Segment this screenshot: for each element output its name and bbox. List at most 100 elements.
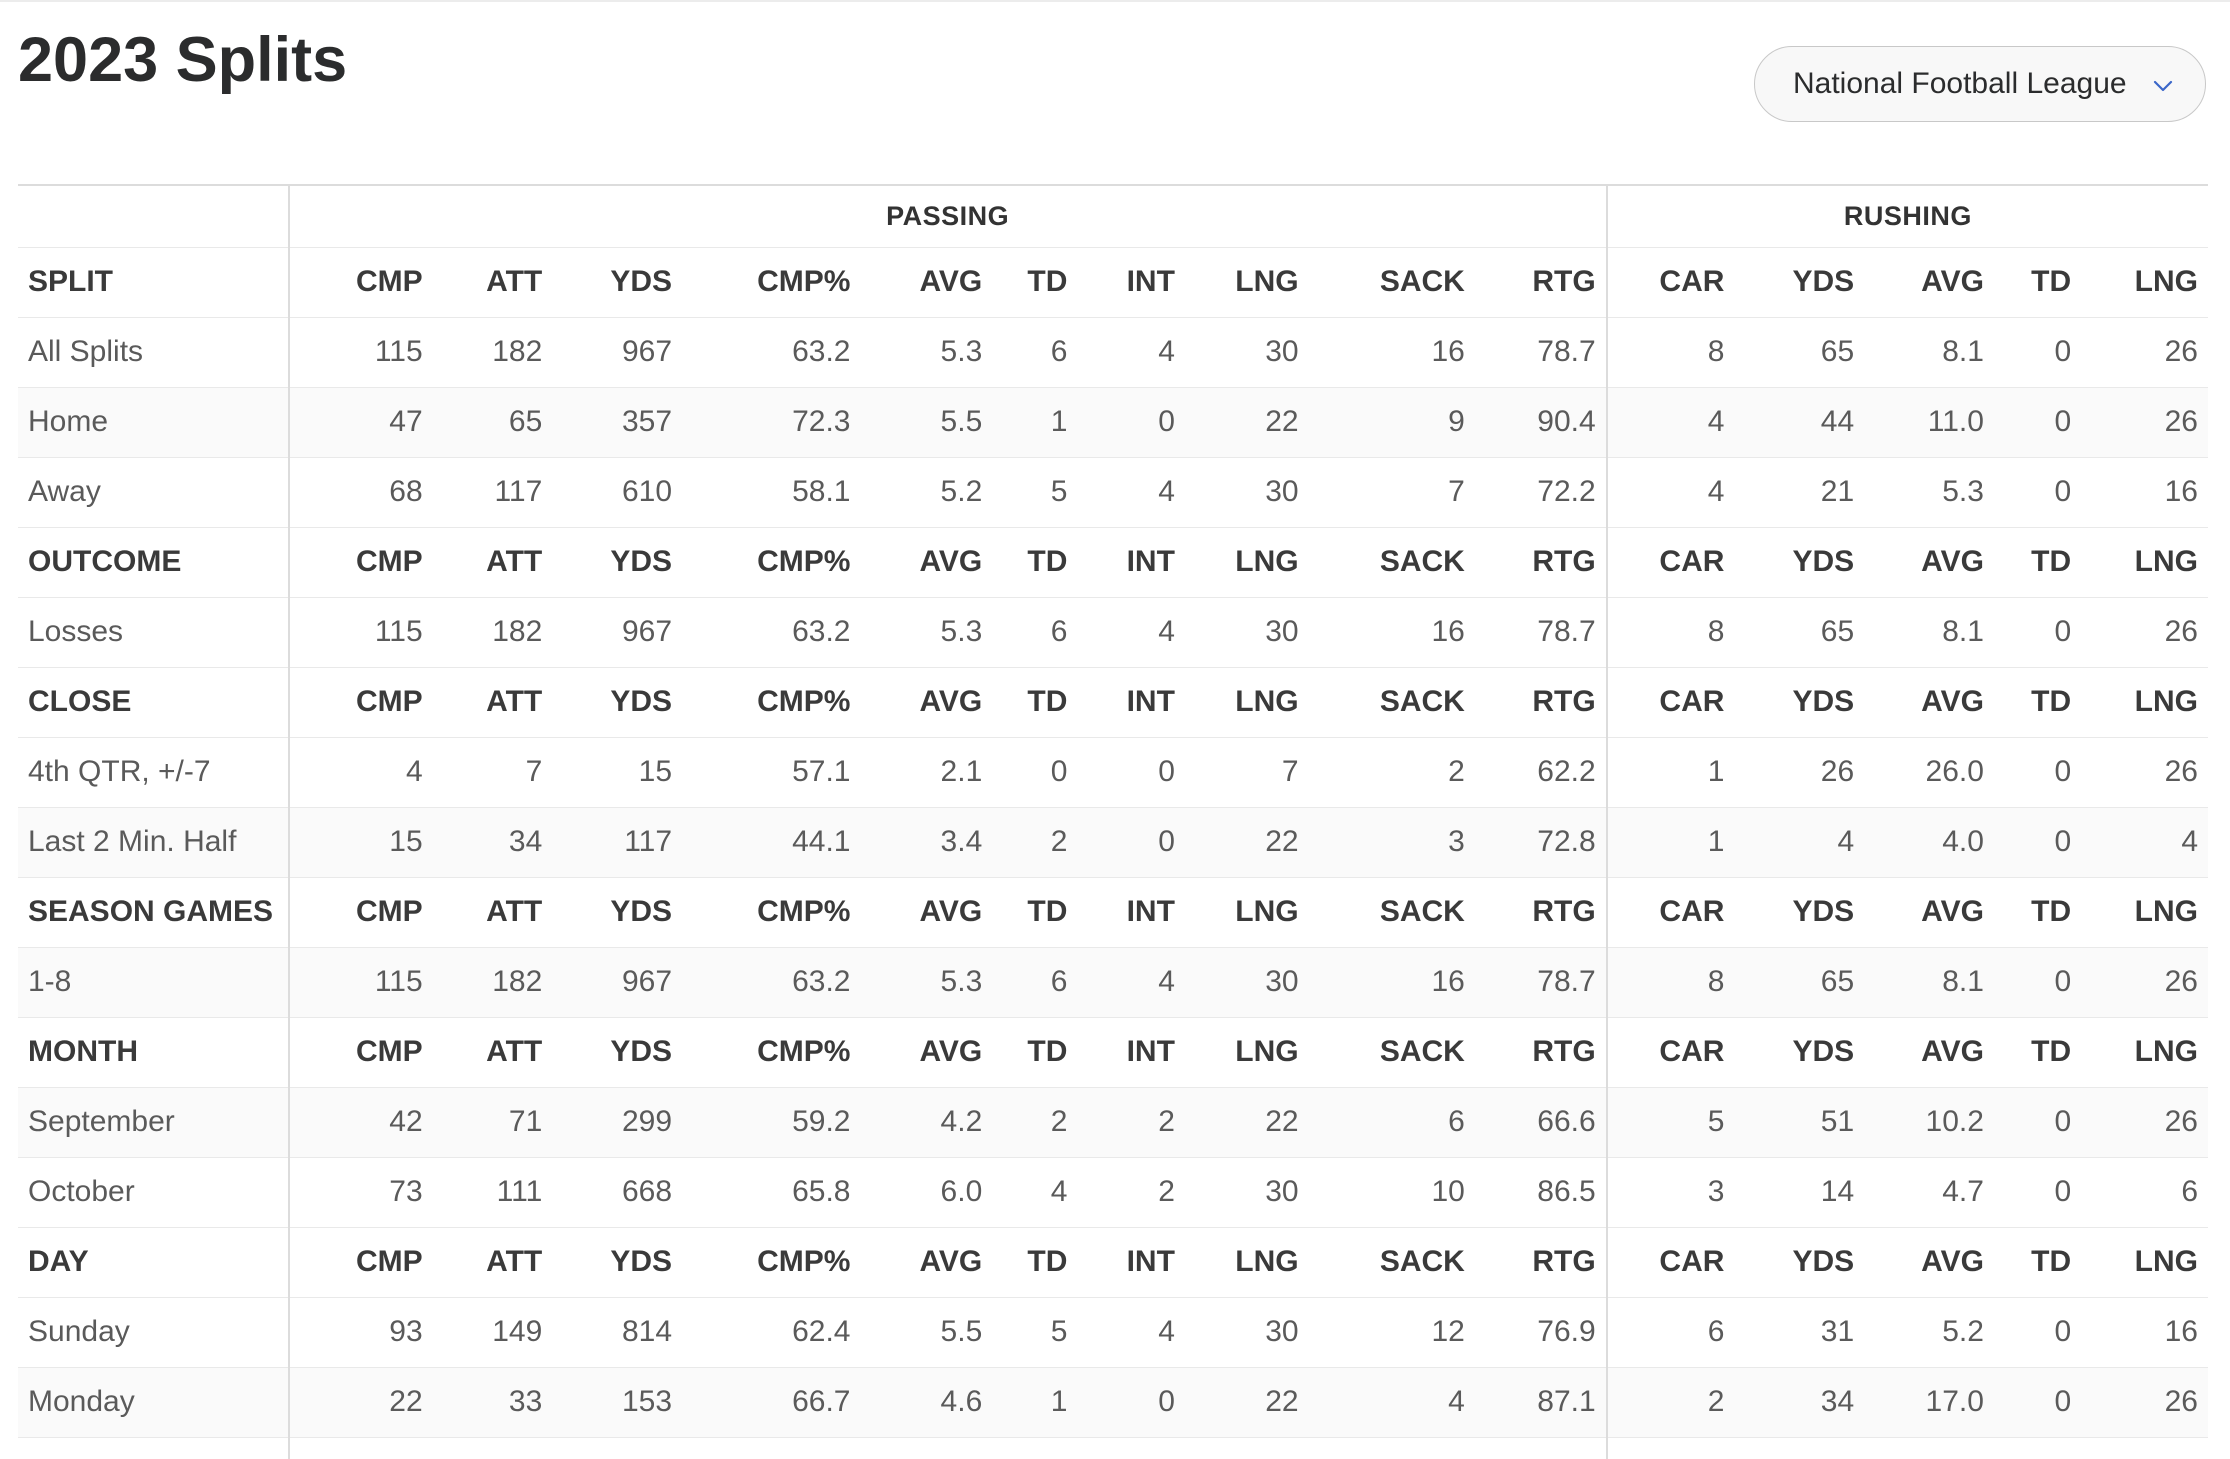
column-header-att[interactable]: ATT	[432, 1227, 553, 1298]
column-header-sack[interactable]: SACK	[1308, 877, 1475, 948]
column-header-rtg[interactable]: RTG	[1474, 877, 1608, 948]
column-header-cmp[interactable]: CMP	[288, 1017, 433, 1088]
column-header-rush-lng[interactable]: LNG	[2081, 527, 2208, 598]
column-header-cmp-pct[interactable]: CMP%	[682, 1227, 861, 1298]
column-header-rush-td[interactable]: TD	[1993, 667, 2082, 738]
column-header-lng[interactable]: LNG	[1184, 1227, 1309, 1298]
column-header-lng[interactable]: LNG	[1184, 1017, 1309, 1088]
column-header-avg[interactable]: AVG	[860, 667, 993, 738]
column-header-rush-avg[interactable]: AVG	[1864, 667, 1994, 738]
cell-cmp-pct: 44.1	[682, 807, 861, 878]
column-header-cmp-pct[interactable]: CMP%	[682, 1017, 861, 1088]
column-header-rush-lng[interactable]: LNG	[2081, 877, 2208, 948]
cell-rush-td: 0	[1993, 1087, 2082, 1158]
column-header-yds[interactable]: YDS	[552, 247, 683, 318]
cell-rush-td: 0	[1993, 317, 2082, 388]
column-header-cmp[interactable]: CMP	[288, 877, 433, 948]
column-header-rush-yds[interactable]: YDS	[1734, 1227, 1865, 1298]
column-header-sack[interactable]: SACK	[1308, 1227, 1475, 1298]
cell-rush-avg: 8.1	[1864, 947, 1994, 1018]
column-header-att[interactable]: ATT	[432, 527, 553, 598]
column-header-car[interactable]: CAR	[1606, 1227, 1735, 1298]
column-header-cmp-pct[interactable]: CMP%	[682, 667, 861, 738]
column-header-cmp[interactable]: CMP	[288, 1227, 433, 1298]
column-header-rush-td[interactable]: TD	[1993, 247, 2082, 318]
column-header-rtg[interactable]: RTG	[1474, 667, 1608, 738]
column-header-yds[interactable]: YDS	[552, 667, 683, 738]
column-header-cmp-pct[interactable]: CMP%	[682, 247, 861, 318]
cell-td: 5	[992, 1297, 1078, 1368]
column-header-avg[interactable]: AVG	[860, 1227, 993, 1298]
column-header-rush-td[interactable]: TD	[1993, 877, 2082, 948]
column-header-lng[interactable]: LNG	[1184, 527, 1309, 598]
column-header-rush-yds[interactable]: YDS	[1734, 247, 1865, 318]
column-header-lng[interactable]: LNG	[1184, 877, 1309, 948]
column-header-rtg[interactable]: RTG	[1474, 527, 1608, 598]
column-header-rush-avg[interactable]: AVG	[1864, 877, 1994, 948]
column-header-att[interactable]: ATT	[432, 667, 553, 738]
column-header-rtg[interactable]: RTG	[1474, 1227, 1608, 1298]
column-header-car[interactable]: CAR	[1606, 527, 1735, 598]
column-header-rush-avg[interactable]: AVG	[1864, 1227, 1994, 1298]
column-header-td[interactable]: TD	[992, 527, 1078, 598]
column-header-att[interactable]: ATT	[432, 247, 553, 318]
column-header-int[interactable]: INT	[1077, 1017, 1185, 1088]
column-header-cmp[interactable]: CMP	[288, 527, 433, 598]
column-header-rush-yds[interactable]: YDS	[1734, 1017, 1865, 1088]
column-header-td[interactable]: TD	[992, 667, 1078, 738]
column-header-lng[interactable]: LNG	[1184, 667, 1309, 738]
column-header-int[interactable]: INT	[1077, 247, 1185, 318]
column-header-int[interactable]: INT	[1077, 1227, 1185, 1298]
column-header-rush-avg[interactable]: AVG	[1864, 247, 1994, 318]
column-header-rush-avg[interactable]: AVG	[1864, 1017, 1994, 1088]
column-header-car[interactable]: CAR	[1606, 1017, 1735, 1088]
column-header-cmp-pct[interactable]: CMP%	[682, 877, 861, 948]
column-header-rush-td[interactable]: TD	[1993, 527, 2082, 598]
column-header-yds[interactable]: YDS	[552, 527, 683, 598]
column-header-sack[interactable]: SACK	[1308, 667, 1475, 738]
cell-rush-td: 0	[1993, 1297, 2082, 1368]
column-header-td[interactable]: TD	[992, 1227, 1078, 1298]
column-header-rush-yds[interactable]: YDS	[1734, 527, 1865, 598]
column-header-rush-lng[interactable]: LNG	[2081, 1017, 2208, 1088]
column-header-sack[interactable]: SACK	[1308, 247, 1475, 318]
cell-cmp-pct: 62.4	[682, 1297, 861, 1368]
column-header-cmp[interactable]: CMP	[288, 247, 433, 318]
column-header-att[interactable]: ATT	[432, 1017, 553, 1088]
column-header-rush-yds[interactable]: YDS	[1734, 877, 1865, 948]
column-header-td[interactable]: TD	[992, 1017, 1078, 1088]
column-header-car[interactable]: CAR	[1606, 667, 1735, 738]
column-header-car[interactable]: CAR	[1606, 877, 1735, 948]
column-header-rush-lng[interactable]: LNG	[2081, 247, 2208, 318]
column-header-rush-lng[interactable]: LNG	[2081, 1227, 2208, 1298]
column-header-int[interactable]: INT	[1077, 667, 1185, 738]
column-header-avg[interactable]: AVG	[860, 247, 993, 318]
column-header-rtg[interactable]: RTG	[1474, 247, 1608, 318]
column-header-rush-yds[interactable]: YDS	[1734, 667, 1865, 738]
column-header-int[interactable]: INT	[1077, 527, 1185, 598]
cell-yds: 299	[552, 1087, 683, 1158]
column-header-avg[interactable]: AVG	[860, 1017, 993, 1088]
column-header-lng[interactable]: LNG	[1184, 247, 1309, 318]
column-header-att[interactable]: ATT	[432, 877, 553, 948]
column-header-int[interactable]: INT	[1077, 877, 1185, 948]
column-header-cmp-pct[interactable]: CMP%	[682, 527, 861, 598]
column-header-avg[interactable]: AVG	[860, 527, 993, 598]
column-header-cmp[interactable]: CMP	[288, 667, 433, 738]
column-header-sack[interactable]: SACK	[1308, 1017, 1475, 1088]
column-header-rush-td[interactable]: TD	[1993, 1227, 2082, 1298]
column-header-yds[interactable]: YDS	[552, 1227, 683, 1298]
column-header-avg[interactable]: AVG	[860, 877, 993, 948]
column-header-td[interactable]: TD	[992, 247, 1078, 318]
column-header-sack[interactable]: SACK	[1308, 527, 1475, 598]
cell-sack: 12	[1308, 1297, 1475, 1368]
column-header-yds[interactable]: YDS	[552, 1017, 683, 1088]
column-header-yds[interactable]: YDS	[552, 877, 683, 948]
column-header-rush-lng[interactable]: LNG	[2081, 667, 2208, 738]
column-header-car[interactable]: CAR	[1606, 247, 1735, 318]
column-header-td[interactable]: TD	[992, 877, 1078, 948]
league-select[interactable]: National Football League	[1754, 46, 2206, 122]
column-header-rtg[interactable]: RTG	[1474, 1017, 1608, 1088]
column-header-rush-avg[interactable]: AVG	[1864, 527, 1994, 598]
column-header-rush-td[interactable]: TD	[1993, 1017, 2082, 1088]
